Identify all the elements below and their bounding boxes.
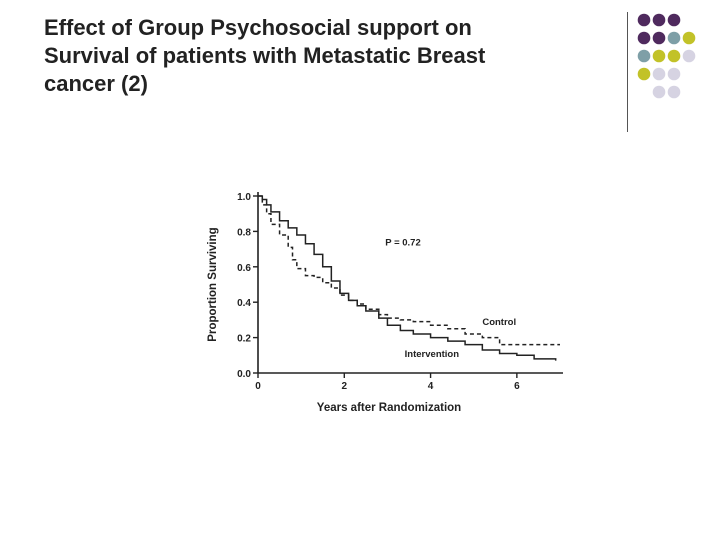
y-tick-label: 1.0 bbox=[237, 192, 251, 203]
series-line-intervention bbox=[258, 195, 557, 361]
x-tick-label: 6 bbox=[514, 381, 520, 392]
decorative-dot bbox=[667, 85, 681, 99]
y-tick-label: 0.6 bbox=[237, 263, 251, 274]
title-line-1: Effect of Group Psychosocial support on bbox=[44, 15, 472, 40]
x-tick-label: 2 bbox=[342, 381, 348, 392]
series-line-control bbox=[258, 195, 560, 346]
decorative-dot bbox=[652, 67, 666, 81]
decorative-dot bbox=[652, 85, 666, 99]
decorative-dot bbox=[667, 13, 681, 27]
title-line-3: cancer (2) bbox=[44, 71, 148, 96]
decorative-dot bbox=[682, 31, 696, 45]
series-label: Intervention bbox=[405, 349, 460, 360]
decorative-dot bbox=[652, 13, 666, 27]
decorative-dot bbox=[667, 67, 681, 81]
title-divider bbox=[627, 12, 628, 132]
x-axis-label: Years after Randomization bbox=[317, 402, 461, 414]
x-tick-label: 4 bbox=[428, 381, 434, 392]
decorative-dot bbox=[637, 49, 651, 63]
y-tick-label: 0.0 bbox=[237, 369, 251, 380]
decorative-dot bbox=[652, 31, 666, 45]
series-label: Control bbox=[482, 317, 516, 328]
y-tick-label: 0.4 bbox=[237, 298, 251, 309]
slide-title: Effect of Group Psychosocial support on … bbox=[44, 14, 604, 98]
y-tick-label: 0.2 bbox=[237, 334, 251, 345]
x-tick-label: 0 bbox=[255, 381, 261, 392]
survival-chart: 0.0 0.2 0.4 0.6 0.8 1.0 0 2 4 6 Years after Random… bbox=[207, 192, 563, 414]
decorative-dot bbox=[637, 13, 651, 27]
decorative-dot bbox=[637, 31, 651, 45]
decorative-dot bbox=[637, 67, 651, 81]
decorative-dot bbox=[667, 49, 681, 63]
decorative-dot bbox=[682, 49, 696, 63]
decorative-dot bbox=[667, 31, 681, 45]
y-axis-label: Proportion Surviving bbox=[207, 227, 219, 341]
title-line-2: Survival of patients with Metastatic Bre… bbox=[44, 43, 486, 68]
y-tick-label: 0.8 bbox=[237, 227, 251, 238]
p-value-annotation: P = 0.72 bbox=[385, 238, 420, 249]
decorative-dot bbox=[652, 49, 666, 63]
